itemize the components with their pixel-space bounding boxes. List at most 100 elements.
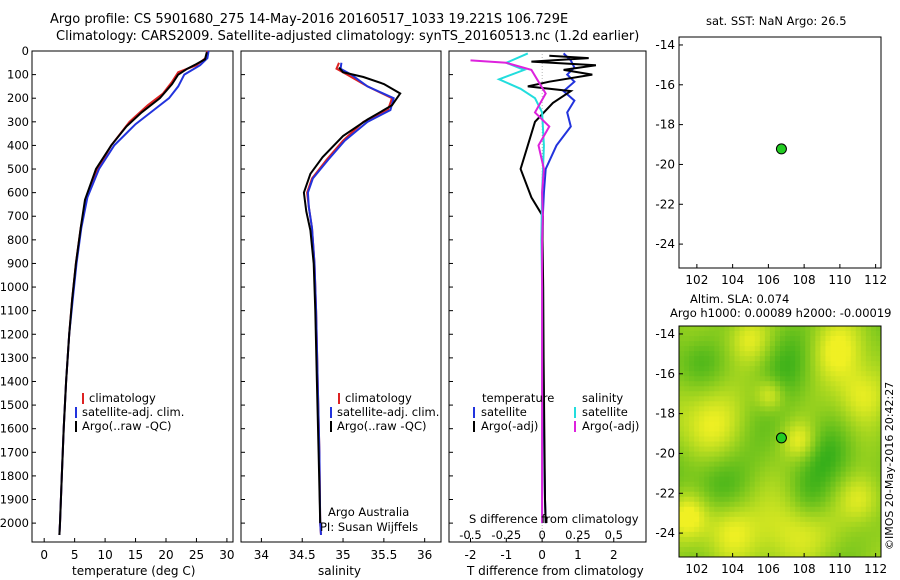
sla-cell	[850, 366, 857, 372]
sla-cell	[820, 406, 826, 412]
sla-cell	[679, 341, 685, 347]
sla-cell	[815, 426, 821, 432]
sla-cell	[805, 401, 811, 407]
sla-cell	[780, 536, 786, 543]
sla-cell	[860, 366, 867, 372]
sla-cell	[729, 546, 735, 553]
sla-cell	[835, 386, 841, 392]
sla-cell	[729, 491, 735, 498]
sla-cell	[810, 451, 816, 457]
sla-cell	[835, 541, 841, 548]
sla-cell	[729, 496, 735, 503]
sla-cell	[870, 546, 877, 553]
sla-cell	[684, 431, 690, 437]
sla-cell	[694, 366, 700, 372]
sla-cell	[790, 386, 796, 392]
sla-cell	[805, 361, 811, 367]
temperature-axes-frame	[31, 50, 234, 543]
sla-cell	[744, 536, 751, 543]
sla-cell	[774, 406, 781, 412]
sla-cell	[860, 331, 867, 337]
sla-cell	[769, 541, 776, 548]
sla-cell	[800, 541, 806, 548]
sla-cell	[704, 521, 710, 528]
sla-cell	[724, 341, 730, 347]
sla-cell	[699, 436, 705, 442]
sla-cell	[744, 356, 751, 362]
legend-label-argo: Argo(..raw -QC)	[82, 419, 172, 433]
sla-cell	[754, 361, 761, 367]
sla-cell	[845, 551, 852, 558]
sla-cell	[684, 401, 690, 407]
sla-cell	[840, 371, 847, 377]
sla-cell	[785, 436, 791, 442]
sla-cell	[714, 376, 720, 382]
sla-cell	[679, 356, 685, 362]
sla-cell	[855, 351, 862, 357]
sla-cell	[860, 476, 867, 483]
sla-cell	[875, 546, 882, 553]
sla-cell	[724, 471, 730, 478]
sla-cell	[739, 411, 746, 417]
sla-cell	[769, 461, 776, 468]
sla-cell	[830, 546, 836, 553]
sla-cell	[815, 486, 821, 493]
sla-cell	[759, 421, 766, 427]
sla-cell	[739, 351, 746, 357]
sla-cell	[835, 521, 841, 528]
sla-cell	[875, 481, 882, 488]
sla-cell	[719, 376, 725, 382]
sla-cell	[785, 326, 791, 332]
sla-cell	[759, 521, 766, 528]
sla-cell	[870, 326, 877, 332]
sla-cell	[845, 436, 852, 442]
sla-cell	[850, 411, 857, 417]
sla-cell	[835, 456, 841, 462]
sla-cell	[815, 391, 821, 397]
sla-cell	[739, 476, 746, 483]
sla-cell	[734, 481, 740, 488]
sla-cell	[790, 441, 796, 447]
sla-cell	[714, 501, 720, 508]
sla-cell	[734, 541, 740, 548]
sla-map-ytick-label-0: -14	[655, 327, 675, 341]
sla-cell	[769, 441, 776, 447]
sla-cell	[769, 506, 776, 513]
sla-cell	[815, 451, 821, 457]
sla-cell	[754, 421, 761, 427]
sla-cell	[795, 521, 801, 528]
sla-cell	[865, 486, 872, 493]
sla-cell	[694, 381, 700, 387]
sla-cell	[860, 416, 867, 422]
sla-cell	[694, 436, 700, 442]
salinity-x-label: salinity	[318, 564, 361, 578]
sla-cell	[679, 521, 685, 528]
sla-cell	[840, 361, 847, 367]
sla-cell	[810, 411, 816, 417]
sla-cell	[790, 351, 796, 357]
sst-map-ytick-label-0: -14	[655, 38, 675, 52]
sla-cell	[744, 436, 751, 442]
sla-cell	[875, 376, 882, 382]
sla-cell	[684, 486, 690, 493]
sla-cell	[855, 486, 862, 493]
sla-cell	[845, 386, 852, 392]
sla-cell	[800, 326, 806, 332]
sla-cell	[840, 481, 847, 488]
sla-cell	[850, 481, 857, 488]
sla-cell	[785, 451, 791, 457]
sla-cell	[865, 496, 872, 503]
sla-cell	[865, 351, 872, 357]
sla-cell	[719, 326, 725, 332]
sla-cell	[805, 411, 811, 417]
sla-cell	[694, 486, 700, 493]
sla-cell	[679, 366, 685, 372]
sla-cell	[870, 446, 877, 452]
salinity-panel: 34 34.5 35 35.5 36 climatology satellite-adj…	[240, 50, 442, 578]
sla-cell	[865, 451, 872, 457]
sla-cell	[749, 461, 756, 468]
salinity-xtick-label-0: 34	[254, 548, 269, 562]
sla-cell	[835, 426, 841, 432]
sla-cell	[790, 326, 796, 332]
sla-cell	[875, 466, 882, 473]
